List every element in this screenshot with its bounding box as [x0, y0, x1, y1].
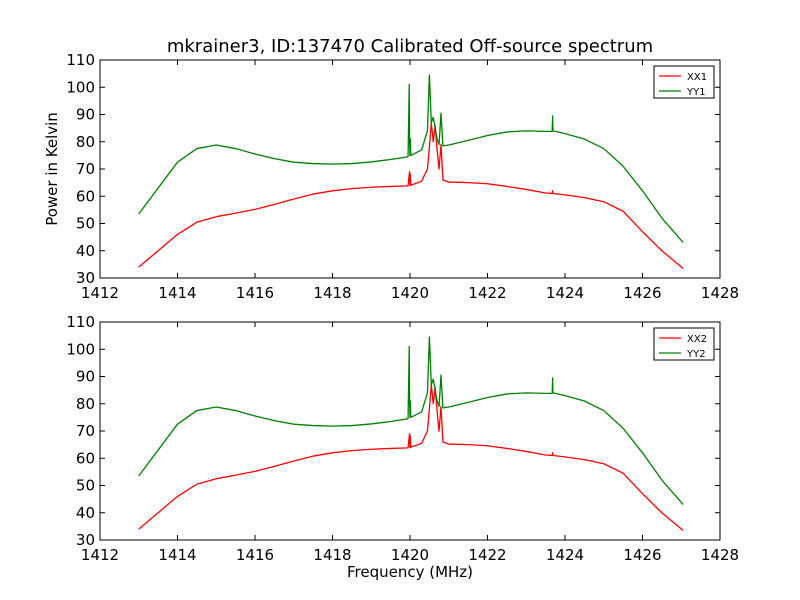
y-tick-label: 60: [76, 187, 95, 205]
legend-label-xx1: XX1: [687, 72, 707, 83]
y-tick-label: 40: [76, 504, 95, 522]
y-tick-label: 30: [76, 531, 95, 549]
legend-label-yy1: YY1: [686, 87, 706, 98]
legend-label-yy2: YY2: [686, 349, 706, 360]
x-tick-label: 1416: [236, 284, 274, 302]
x-tick-label: 1420: [391, 284, 429, 302]
x-tick-label: 1424: [546, 546, 584, 564]
x-tick-label: 1418: [313, 546, 351, 564]
y-tick-label: 50: [76, 215, 95, 233]
y-tick-label: 80: [76, 395, 95, 413]
y-tick-label: 90: [76, 368, 95, 386]
x-tick-label: 1414: [158, 546, 196, 564]
bottom-plot-panel: 1412 1414 1416 1418 1420 1422 1424 1426 1428 30 40…: [66, 313, 739, 564]
y-axis-label: Power in Kelvin: [43, 112, 61, 226]
x-tick-label: 1426: [623, 284, 661, 302]
series-line-yy2: [138, 336, 684, 505]
chart-title: mkrainer3, ID:137470 Calibrated Off-sour…: [167, 36, 653, 57]
legend-box: [653, 65, 715, 99]
x-tick-label: 1428: [701, 284, 739, 302]
y-tick-label: 70: [76, 160, 95, 178]
y-tick-label: 110: [66, 313, 95, 331]
x-tick-label: 1428: [701, 546, 739, 564]
legend-label-xx2: XX2: [687, 334, 707, 345]
x-tick-label: 1416: [236, 546, 274, 564]
y-tick-label: 60: [76, 449, 95, 467]
x-tick-label: 1418: [313, 284, 351, 302]
series-line-yy1: [138, 74, 684, 243]
x-tick-label: 1412: [81, 284, 119, 302]
y-tick-label: 100: [66, 78, 95, 96]
x-axis-label: Frequency (MHz): [347, 563, 473, 581]
x-tick-label: 1412: [81, 546, 119, 564]
y-tick-label: 50: [76, 477, 95, 495]
x-tick-label: 1414: [158, 284, 196, 302]
y-tick-label: 40: [76, 242, 95, 260]
x-tick-label: 1422: [468, 284, 506, 302]
y-tick-label: 80: [76, 133, 95, 151]
x-tick-label: 1420: [391, 546, 429, 564]
y-tick-label: 70: [76, 422, 95, 440]
y-tick-label: 30: [76, 269, 95, 287]
top-plot-panel: 1412 1414 1416 1418 1420 1422 1424 1426 1428 30 40…: [66, 51, 739, 302]
legend-box: [653, 327, 715, 361]
y-tick-label: 100: [66, 340, 95, 358]
x-tick-label: 1422: [468, 546, 506, 564]
x-tick-label: 1424: [546, 284, 584, 302]
x-tick-label: 1426: [623, 546, 661, 564]
y-tick-label: 110: [66, 51, 95, 69]
y-tick-label: 90: [76, 106, 95, 124]
series-line-xx2: [138, 384, 684, 531]
series-line-xx1: [138, 122, 684, 269]
